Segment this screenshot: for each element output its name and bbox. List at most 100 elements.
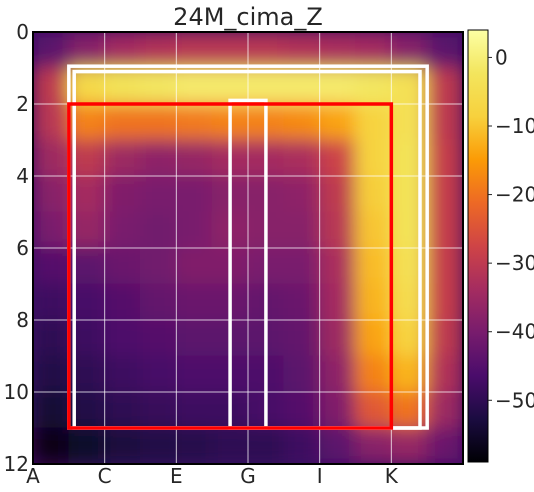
y-tick-label: 6 <box>16 236 29 260</box>
heatmap-cell <box>319 319 356 357</box>
heatmap-cell <box>283 427 321 464</box>
heatmap-cell <box>390 427 428 464</box>
plot-border <box>32 31 464 465</box>
heatmap-cell <box>355 103 392 141</box>
heatmap-cell <box>426 175 463 213</box>
heatmap-cell <box>319 103 356 141</box>
heatmap-cell <box>33 139 70 177</box>
heatmap-cell <box>140 355 177 393</box>
heatmap-cell <box>355 247 392 285</box>
heatmap-cell <box>319 391 356 429</box>
heatmap-cell <box>140 427 177 464</box>
heatmap-cell <box>104 103 141 141</box>
heatmap-cell <box>175 139 213 177</box>
heatmap-cell <box>283 211 321 249</box>
heatmap-cell <box>104 67 141 105</box>
heatmap-cell <box>390 211 428 249</box>
heatmap-cell <box>140 391 177 429</box>
heatmap-cell <box>355 211 392 249</box>
overlay-rectangles <box>67 64 429 430</box>
heatmap-cell <box>283 139 321 177</box>
heatmap-cell <box>104 211 141 249</box>
heatmap-cell <box>33 283 70 321</box>
heatmap-cell <box>33 103 70 141</box>
x-tick-label: I <box>317 464 323 488</box>
x-tick-label: C <box>98 464 112 488</box>
heatmap-cell <box>390 355 428 393</box>
heatmap-cell <box>390 391 428 429</box>
heatmap-cell <box>33 211 70 249</box>
x-tick-label: E <box>170 464 183 488</box>
heatmap-cell <box>426 247 463 285</box>
heatmap-cell <box>175 391 213 429</box>
heatmap-cell <box>211 427 249 464</box>
y-tick-label: 0 <box>16 20 29 44</box>
heatmap-cell <box>175 211 213 249</box>
heatmap-cell <box>104 355 141 393</box>
heatmap-cell <box>33 247 70 285</box>
y-tick-label: 10 <box>4 380 29 404</box>
heatmap-cell <box>33 355 70 393</box>
colorbar-tick-label: −50 <box>495 388 534 412</box>
heatmap-cell <box>175 175 213 213</box>
y-tick-label: 4 <box>16 164 29 188</box>
colorbar-tick-label: −40 <box>495 320 534 344</box>
colorbar-tick-label: −10 <box>495 114 534 138</box>
heatmap-cell <box>175 247 213 285</box>
heatmap-cell <box>283 319 321 357</box>
colorbar-tick-label: 0 <box>495 45 508 69</box>
heatmap-cell <box>355 355 392 393</box>
heatmap-cell <box>211 67 249 105</box>
overlay-red-path <box>67 102 394 430</box>
heatmap-cell <box>390 32 428 69</box>
heatmap-cell <box>211 32 249 69</box>
heatmap-cell <box>104 283 141 321</box>
chart-title: 24M_cima_Z <box>173 3 323 31</box>
heatmap-cell <box>355 32 392 69</box>
heatmap-cell <box>33 67 70 105</box>
heatmap-cell <box>355 427 392 464</box>
heatmap-cell <box>319 355 356 393</box>
heatmap-cell <box>175 319 213 357</box>
heatmap-cell <box>33 175 70 213</box>
y-tick-label: 12 <box>4 452 29 476</box>
heatmap-cell <box>390 175 428 213</box>
heatmap-cell <box>140 247 177 285</box>
heatmap-cell <box>175 427 213 464</box>
heatmap-cell <box>319 139 356 177</box>
heatmap-cell <box>355 319 392 357</box>
y-tick-label: 8 <box>16 308 29 332</box>
heatmap-cell <box>140 175 177 213</box>
heatmap-cell <box>104 247 141 285</box>
x-tick-label: G <box>240 464 256 488</box>
heatmap-cell <box>426 391 463 429</box>
heatmap-cell <box>355 283 392 321</box>
heatmap-cell <box>33 32 70 69</box>
colorbar-tick-label: −30 <box>495 251 534 275</box>
x-tick-label: K <box>385 464 399 488</box>
heatmap-cells <box>33 32 463 464</box>
heatmap-cell <box>355 391 392 429</box>
heatmap-cell <box>33 427 70 464</box>
heatmap-cell <box>104 175 141 213</box>
heatmap-cell <box>283 32 321 69</box>
heatmap-cell <box>104 32 141 69</box>
heatmap-cell <box>390 247 428 285</box>
heatmap-cell <box>426 427 463 464</box>
heatmap-cell <box>104 427 141 464</box>
heatmap-cell <box>319 175 356 213</box>
heatmap-cell <box>140 211 177 249</box>
heatmap-cell <box>247 32 285 69</box>
heatmap-cell <box>426 211 463 249</box>
heatmap-cell <box>319 283 356 321</box>
colorbar-tick-label: −20 <box>495 183 534 207</box>
heatmap-cell <box>355 175 392 213</box>
heatmap-cell <box>426 355 463 393</box>
heatmap-cell <box>104 139 141 177</box>
heatmap-cell <box>175 355 213 393</box>
heatmap-cell <box>319 32 356 69</box>
heatmap-cell <box>104 391 141 429</box>
heatmap-cell <box>283 283 321 321</box>
